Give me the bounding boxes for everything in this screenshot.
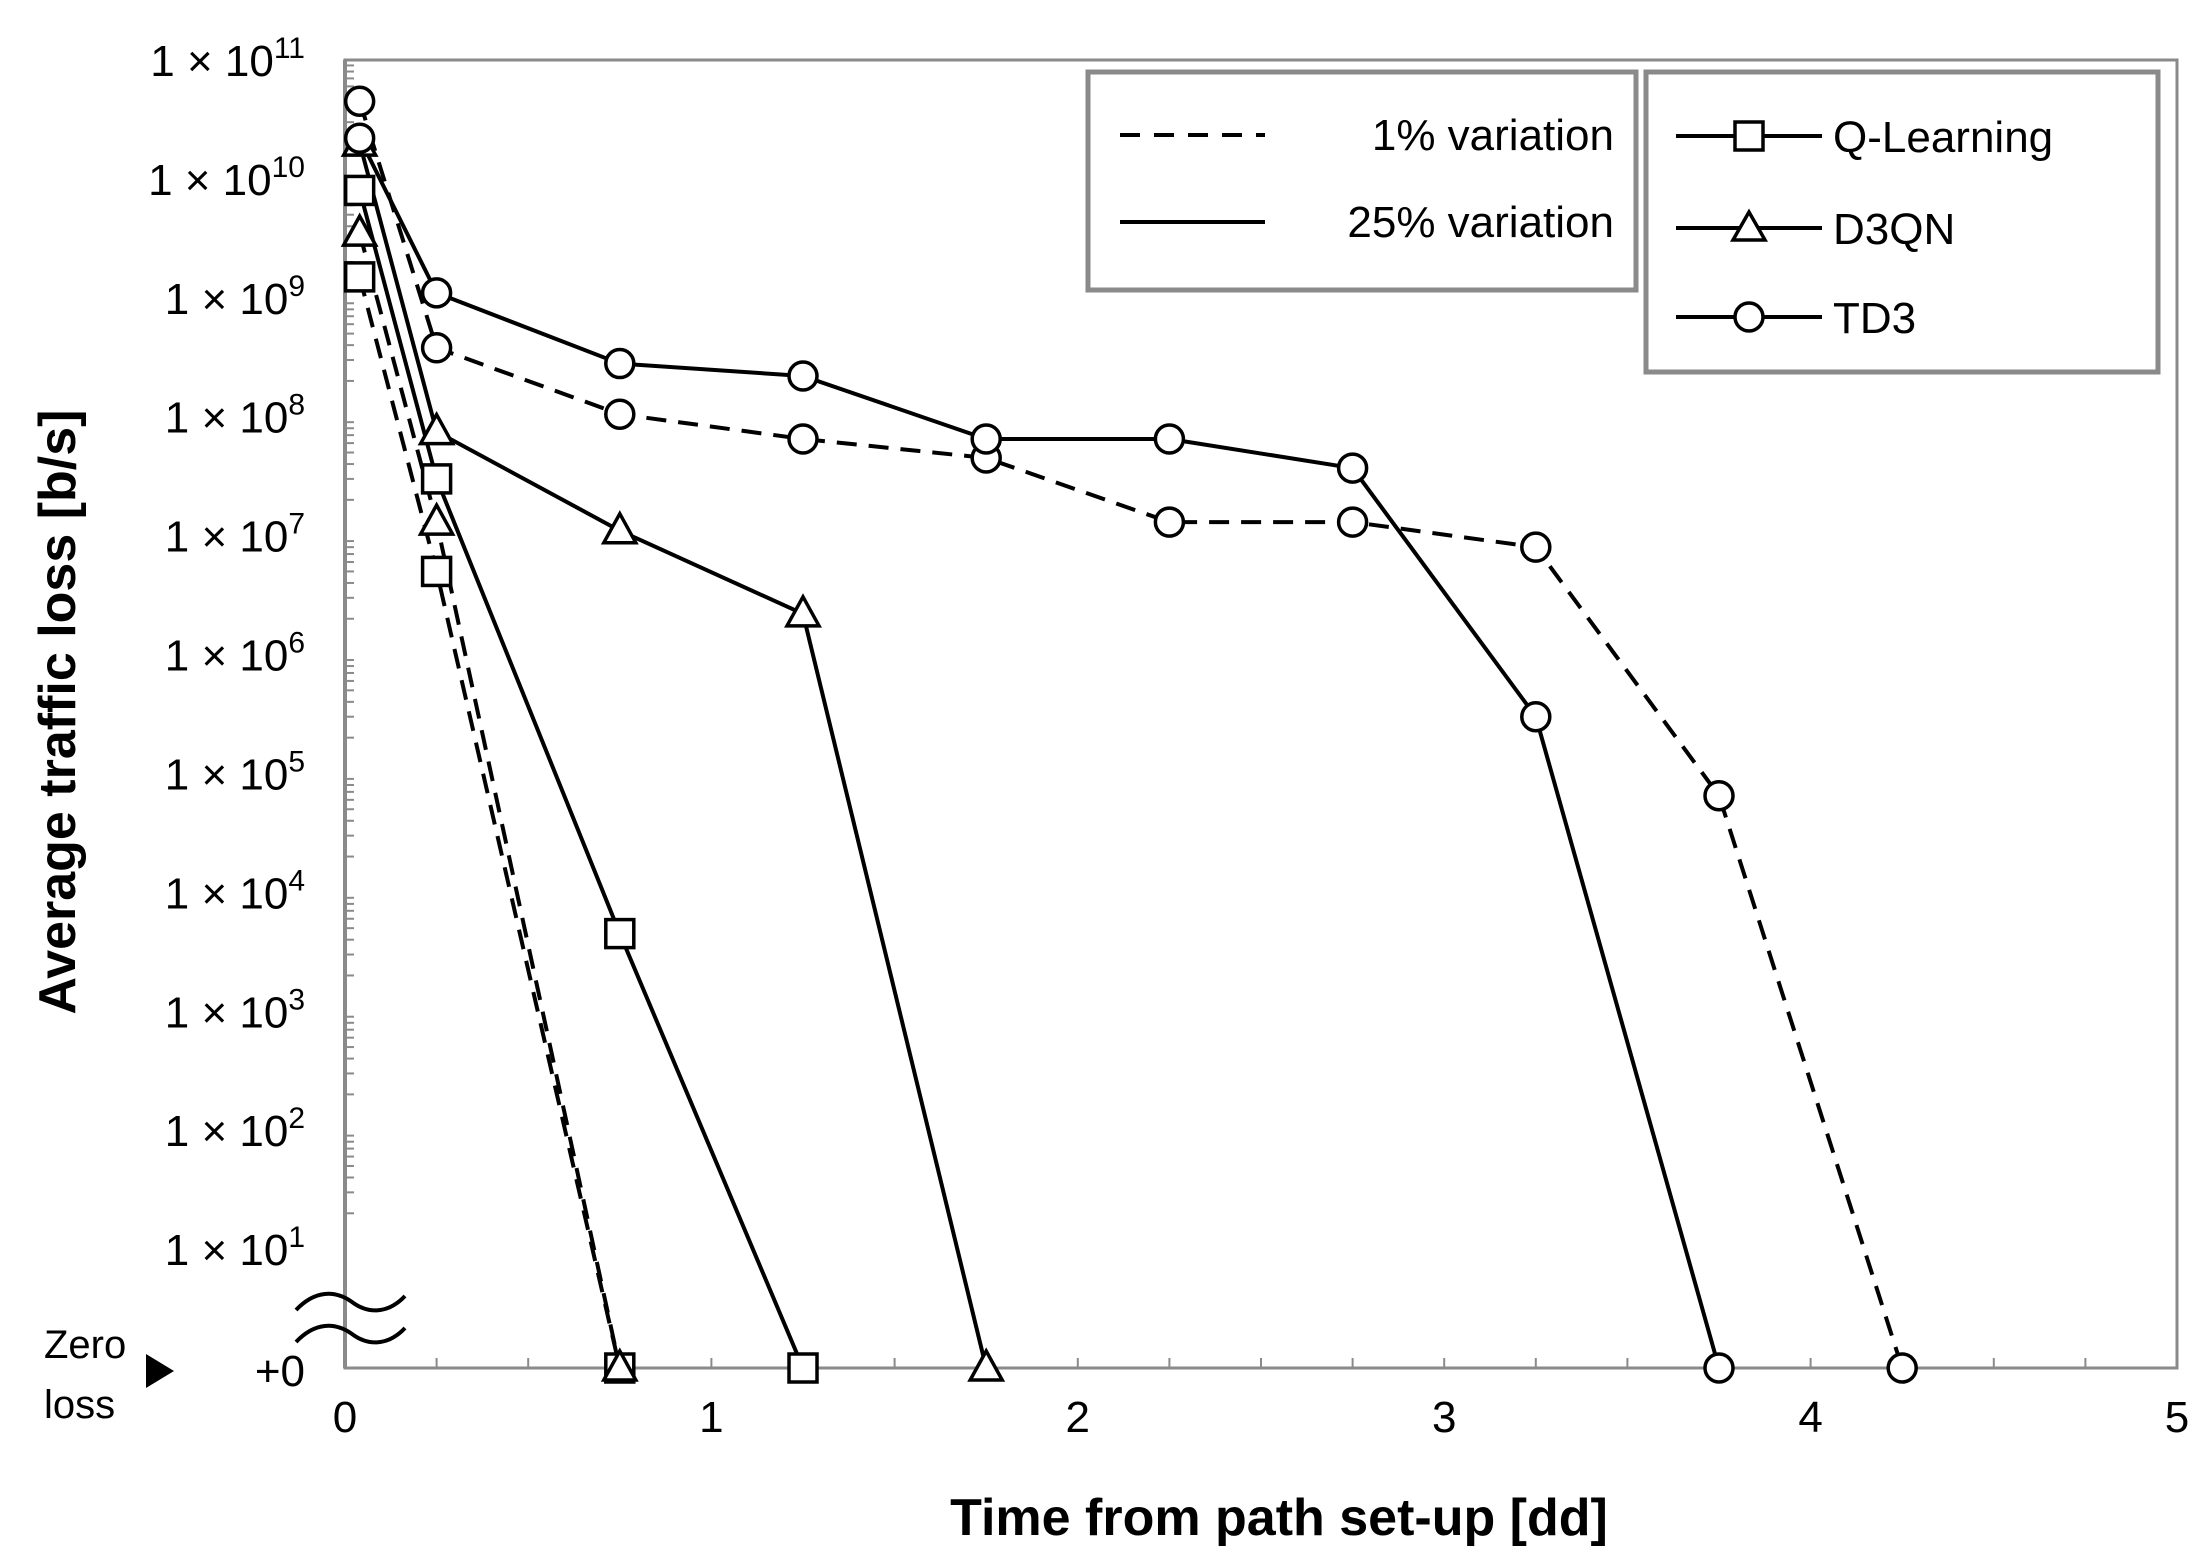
y-tick-exponent: 3: [288, 983, 305, 1016]
point-td3: [420, 277, 453, 309]
y-tick-base: 1 × 10: [165, 750, 289, 799]
point-td3: [1520, 700, 1552, 733]
point-td3: [1886, 1352, 1918, 1384]
series-line-q-learning-solid: [357, 189, 805, 1369]
legend-variation-box: [1085, 69, 1639, 293]
y-tick-label: 1 × 102: [165, 1102, 305, 1156]
x-tick-label: 2: [1066, 1393, 1090, 1442]
point-td3: [343, 85, 376, 117]
legend-method-qlearning: Q-Learning: [1833, 113, 2053, 162]
point-td3: [604, 347, 636, 380]
point-td3: [1336, 506, 1369, 538]
legend-methods: Q-Learning D3QN TD3: [1643, 69, 2161, 375]
y-tick-label: 1 × 1010: [148, 151, 305, 205]
point-q-learning: [420, 555, 453, 588]
legend-method-d3qn: D3QN: [1833, 205, 1955, 254]
point-td3: [1153, 506, 1186, 538]
y-tick-label: 1 × 106: [165, 627, 305, 681]
y-tick-label: 1 × 1011: [150, 32, 305, 86]
point-d3qn: [417, 501, 456, 536]
zero-annotation-line1: Zero: [44, 1323, 126, 1367]
y-tick-base: 1 × 10: [165, 1107, 289, 1156]
point-td3: [1520, 531, 1552, 563]
point-td3: [343, 122, 376, 154]
x-axis-title: Time from path set-up [dd]: [950, 1489, 1608, 1547]
y-tick-exponent: 2: [288, 1102, 305, 1135]
point-q-learning: [343, 261, 376, 293]
y-tick-label: 1 × 101: [165, 1221, 305, 1275]
x-tick-label: 3: [1432, 1393, 1456, 1442]
y-tick-base: 1 × 10: [165, 869, 289, 918]
point-q-learning: [787, 1352, 819, 1384]
y-tick-exponent: 6: [288, 627, 305, 660]
point-td3: [1703, 1352, 1735, 1384]
x-tick-labels: 0 1 2 3 4 5: [333, 1358, 2189, 1442]
x-tick-label: 0: [333, 1393, 357, 1442]
y-tick-exponent: 5: [288, 745, 305, 778]
point-d3qn: [600, 510, 639, 545]
point-td3: [1703, 779, 1735, 812]
point-q-learning: [420, 463, 453, 495]
y-tick-label: 1 × 103: [165, 983, 305, 1037]
series-line-td3-dashed: [357, 100, 1905, 1369]
point-d3qn: [417, 410, 456, 446]
y-axis-title: Average traffic loss [b/s]: [29, 410, 87, 1015]
x-tick-label: 5: [2165, 1393, 2189, 1442]
y-tick-exponent: 8: [288, 389, 305, 422]
point-td3: [1153, 423, 1186, 455]
x-tick-label: 4: [1798, 1393, 1822, 1442]
point-td3: [604, 398, 636, 430]
legend-variation-1: 1% variation: [1372, 111, 1614, 160]
point-q-learning: [604, 917, 636, 950]
point-d3qn: [784, 593, 822, 628]
y-tick-base: 1 × 10: [165, 394, 289, 443]
point-d3qn: [600, 1347, 639, 1382]
point-td3: [1336, 452, 1369, 484]
y-tick-base: 1 × 10: [165, 988, 289, 1037]
y-tick-base: 1 × 10: [165, 275, 289, 324]
point-d3qn: [340, 212, 379, 247]
y-tick-label: 1 × 107: [165, 508, 305, 562]
point-q-learning: [343, 174, 376, 207]
y-tick-base: 1 × 10: [148, 156, 272, 205]
y-tick-base: 1 × 10: [165, 513, 289, 562]
legend-square-icon: [1733, 120, 1765, 152]
legend-triangle-icon: [1729, 208, 1769, 242]
point-td3: [787, 423, 819, 455]
y-tick-exponent: 1: [288, 1221, 305, 1254]
legend-variation: 1% variation 25% variation: [1085, 69, 1639, 293]
zero-tick-label: +0: [255, 1347, 305, 1396]
legend-variation-2: 25% variation: [1347, 198, 1614, 247]
legend-circle-icon: [1733, 301, 1765, 333]
series-layer: [340, 85, 1918, 1384]
zero-arrow-icon: [146, 1354, 174, 1388]
legend-methods-box: [1643, 69, 2161, 375]
axis-break-icon: [294, 1291, 407, 1345]
y-tick-exponent: 7: [288, 508, 305, 541]
y-tick-base: 1 × 10: [150, 37, 274, 86]
y-tick-label: 1 × 109: [165, 270, 305, 324]
y-tick-exponent: 4: [288, 864, 305, 897]
y-tick-base: 1 × 10: [165, 1226, 289, 1275]
point-td3: [420, 332, 453, 364]
zero-annotation-line2: loss: [44, 1383, 115, 1427]
y-tick-base: 1 × 10: [165, 632, 289, 681]
y-tick-exponent: 10: [272, 151, 305, 184]
y-tick-exponent: 11: [274, 32, 305, 65]
x-tick-label: 1: [699, 1393, 723, 1442]
point-td3: [787, 360, 819, 392]
y-tick-label: 1 × 108: [165, 389, 305, 443]
point-d3qn: [967, 1347, 1006, 1382]
y-tick-exponent: 9: [288, 270, 305, 303]
y-tick-label: 1 × 105: [165, 745, 305, 799]
point-td3: [970, 423, 1002, 455]
y-tick-label: 1 × 104: [165, 864, 305, 918]
legend-method-td3: TD3: [1833, 294, 1916, 343]
